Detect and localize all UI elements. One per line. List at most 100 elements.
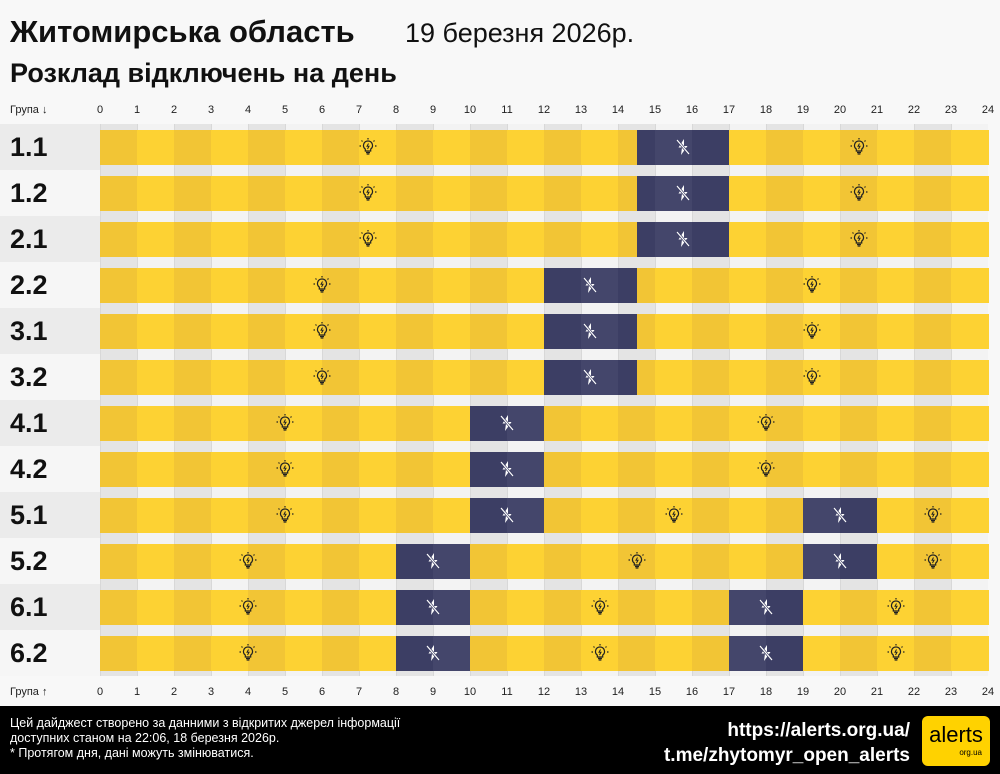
- group-row: 4.1: [0, 400, 1000, 446]
- power-on-segment: [137, 498, 175, 533]
- power-off-segment: [636, 130, 656, 165]
- power-on-segment: [692, 406, 730, 441]
- group-sort-label-bottom[interactable]: Група ↑: [10, 686, 48, 698]
- power-on-segment: [359, 130, 397, 165]
- lightbulb-icon: [802, 275, 822, 295]
- power-on-segment: [840, 268, 878, 303]
- power-on-segment: [581, 406, 619, 441]
- note-line: Цей дайджест створено за данними з відкр…: [10, 716, 401, 730]
- power-off-segment: [636, 176, 656, 211]
- hour-tick: 8: [392, 686, 400, 698]
- power-on-segment: [359, 544, 397, 579]
- power-on-segment: [618, 452, 656, 487]
- footer: Цей дайджест створено за данними з відкр…: [0, 706, 1000, 774]
- group-sort-label[interactable]: Група ↓: [10, 104, 48, 116]
- group-label: 1.1: [0, 124, 100, 170]
- website-link[interactable]: https://alerts.org.ua/: [727, 720, 910, 741]
- power-off-segment: [840, 498, 878, 533]
- power-on-segment: [359, 360, 397, 395]
- power-on-segment: [211, 452, 249, 487]
- power-on-segment: [322, 176, 360, 211]
- power-on-segment: [951, 544, 989, 579]
- power-on-segment: [433, 452, 471, 487]
- lightbulb-icon: [238, 643, 258, 663]
- telegram-link[interactable]: t.me/zhytomyr_open_alerts: [663, 745, 910, 766]
- power-on-segment: [914, 314, 952, 349]
- hour-tick: 1: [133, 104, 141, 116]
- lightbulb-icon: [664, 505, 684, 525]
- power-on-segment: [951, 590, 989, 625]
- power-on-segment: [174, 590, 212, 625]
- hour-tick: 3: [207, 686, 215, 698]
- power-on-segment: [137, 222, 175, 257]
- power-off-segment: [396, 636, 434, 671]
- hour-tick: 9: [429, 686, 437, 698]
- hour-tick: 9: [429, 104, 437, 116]
- hour-tick: 20: [833, 104, 847, 116]
- lightbulb-icon: [358, 183, 378, 203]
- schedule-date: 19 березня 2026р.: [405, 18, 635, 48]
- power-on-segment: [544, 176, 582, 211]
- hour-tick: 11: [501, 104, 513, 116]
- hour-tick: 5: [281, 686, 289, 698]
- power-off-segment: [692, 222, 730, 257]
- power-on-segment: [211, 222, 249, 257]
- power-on-segment: [729, 498, 767, 533]
- power-off-icon: [497, 459, 517, 479]
- power-on-segment: [544, 544, 582, 579]
- power-on-segment: [655, 360, 693, 395]
- hour-tick: 1: [133, 686, 141, 698]
- lightbulb-icon: [849, 229, 869, 249]
- power-on-segment: [951, 636, 989, 671]
- lightbulb-icon: [886, 597, 906, 617]
- group-row: 6.1: [0, 584, 1000, 630]
- power-on-segment: [470, 222, 508, 257]
- group-label: 3.2: [0, 354, 100, 400]
- power-on-segment: [470, 544, 508, 579]
- hour-tick: 0: [96, 686, 104, 698]
- power-on-segment: [396, 498, 434, 533]
- power-on-segment: [692, 360, 730, 395]
- power-on-segment: [396, 406, 434, 441]
- power-on-segment: [507, 590, 545, 625]
- power-off-icon: [756, 643, 776, 663]
- power-on-segment: [692, 636, 730, 671]
- power-on-segment: [174, 314, 212, 349]
- power-on-segment: [840, 314, 878, 349]
- power-on-segment: [636, 268, 656, 303]
- group-row: 1.1: [0, 124, 1000, 170]
- hour-tick: 24: [981, 104, 995, 116]
- power-on-segment: [951, 360, 989, 395]
- power-on-segment: [433, 130, 471, 165]
- power-on-segment: [174, 406, 212, 441]
- power-on-segment: [729, 406, 767, 441]
- power-on-segment: [470, 636, 508, 671]
- group-row: 3.2: [0, 354, 1000, 400]
- power-on-segment: [766, 360, 804, 395]
- power-on-segment: [100, 360, 138, 395]
- power-on-segment: [285, 544, 323, 579]
- power-on-segment: [248, 222, 286, 257]
- power-on-segment: [211, 360, 249, 395]
- power-on-segment: [433, 406, 471, 441]
- group-row: 4.2: [0, 446, 1000, 492]
- power-on-segment: [877, 360, 915, 395]
- power-off-segment: [840, 544, 878, 579]
- power-on-segment: [655, 544, 693, 579]
- power-on-segment: [877, 498, 915, 533]
- lightbulb-icon: [312, 367, 332, 387]
- group-label: 4.2: [0, 446, 100, 492]
- hour-tick: 10: [463, 686, 477, 698]
- lightbulb-icon: [312, 275, 332, 295]
- power-on-segment: [729, 314, 767, 349]
- power-on-segment: [359, 590, 397, 625]
- power-on-segment: [914, 360, 952, 395]
- power-on-segment: [100, 590, 138, 625]
- power-on-segment: [100, 222, 138, 257]
- power-on-segment: [729, 544, 767, 579]
- hour-tick: 8: [392, 104, 400, 116]
- power-on-segment: [248, 176, 286, 211]
- hour-tick: 24: [981, 686, 995, 698]
- lightbulb-icon: [358, 229, 378, 249]
- power-on-segment: [470, 130, 508, 165]
